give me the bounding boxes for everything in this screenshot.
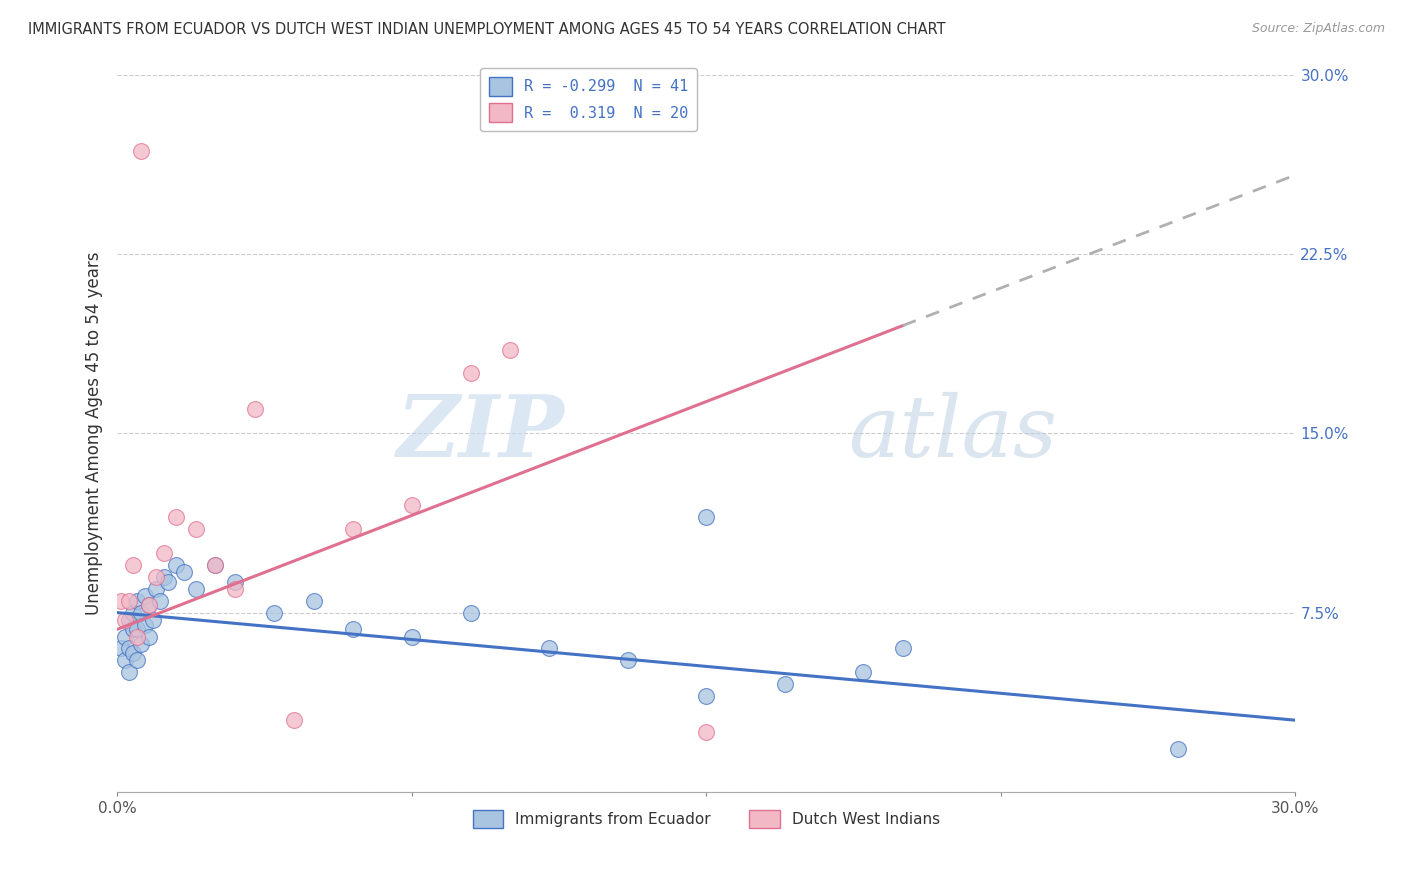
Point (616, 653, 638, 667)
Point (302, 593, 325, 607)
Point (110, 593, 132, 607)
Point (263, 606, 285, 620)
Point (401, 630, 423, 644)
Point (118, 641, 141, 656)
Point (122, 646, 145, 660)
Point (141, 613, 163, 627)
Point (283, 713, 305, 727)
Point (134, 589, 156, 603)
Point (138, 599, 160, 613)
Point (122, 558, 145, 572)
Point (138, 599, 160, 613)
Text: atlas: atlas (848, 392, 1057, 475)
Point (149, 593, 172, 607)
Point (695, 510, 717, 524)
Point (129, 606, 152, 620)
Point (460, 367, 482, 381)
Point (157, 574, 180, 589)
Point (122, 606, 145, 620)
Point (114, 653, 136, 667)
Point (891, 641, 914, 656)
Point (1167, 742, 1189, 756)
Point (224, 582, 246, 596)
Point (224, 574, 246, 589)
Point (342, 522, 364, 536)
Text: IMMIGRANTS FROM ECUADOR VS DUTCH WEST INDIAN UNEMPLOYMENT AMONG AGES 45 TO 54 YE: IMMIGRANTS FROM ECUADOR VS DUTCH WEST IN… (28, 22, 946, 37)
Point (243, 402, 266, 417)
Point (773, 677, 796, 691)
Point (129, 144, 152, 158)
Text: Source: ZipAtlas.com: Source: ZipAtlas.com (1251, 22, 1385, 36)
Point (134, 617, 156, 632)
Point (138, 630, 160, 644)
Text: ZIP: ZIP (396, 392, 565, 475)
Point (114, 613, 136, 627)
Point (342, 623, 364, 637)
Point (153, 570, 176, 584)
Point (165, 558, 187, 572)
Point (145, 570, 167, 584)
Point (852, 665, 875, 680)
Point (118, 665, 141, 680)
Y-axis label: Unemployment Among Ages 45 to 54 years: Unemployment Among Ages 45 to 54 years (86, 252, 103, 615)
Point (184, 582, 207, 596)
Legend: Immigrants from Ecuador, Dutch West Indians: Immigrants from Ecuador, Dutch West Indi… (467, 804, 946, 835)
Point (118, 613, 141, 627)
Point (401, 498, 423, 512)
Point (204, 558, 226, 572)
Point (145, 582, 167, 596)
Point (125, 630, 148, 644)
Point (125, 653, 148, 667)
Point (499, 343, 522, 357)
Point (538, 641, 561, 656)
Point (695, 690, 717, 704)
Point (173, 565, 195, 579)
Point (153, 546, 176, 560)
Point (695, 725, 717, 739)
Point (204, 558, 226, 572)
Point (125, 623, 148, 637)
Point (460, 606, 482, 620)
Point (110, 641, 132, 656)
Point (125, 593, 148, 607)
Point (114, 630, 136, 644)
Point (122, 623, 145, 637)
Point (129, 637, 152, 651)
Point (165, 510, 187, 524)
Point (184, 522, 207, 536)
Point (118, 593, 141, 607)
